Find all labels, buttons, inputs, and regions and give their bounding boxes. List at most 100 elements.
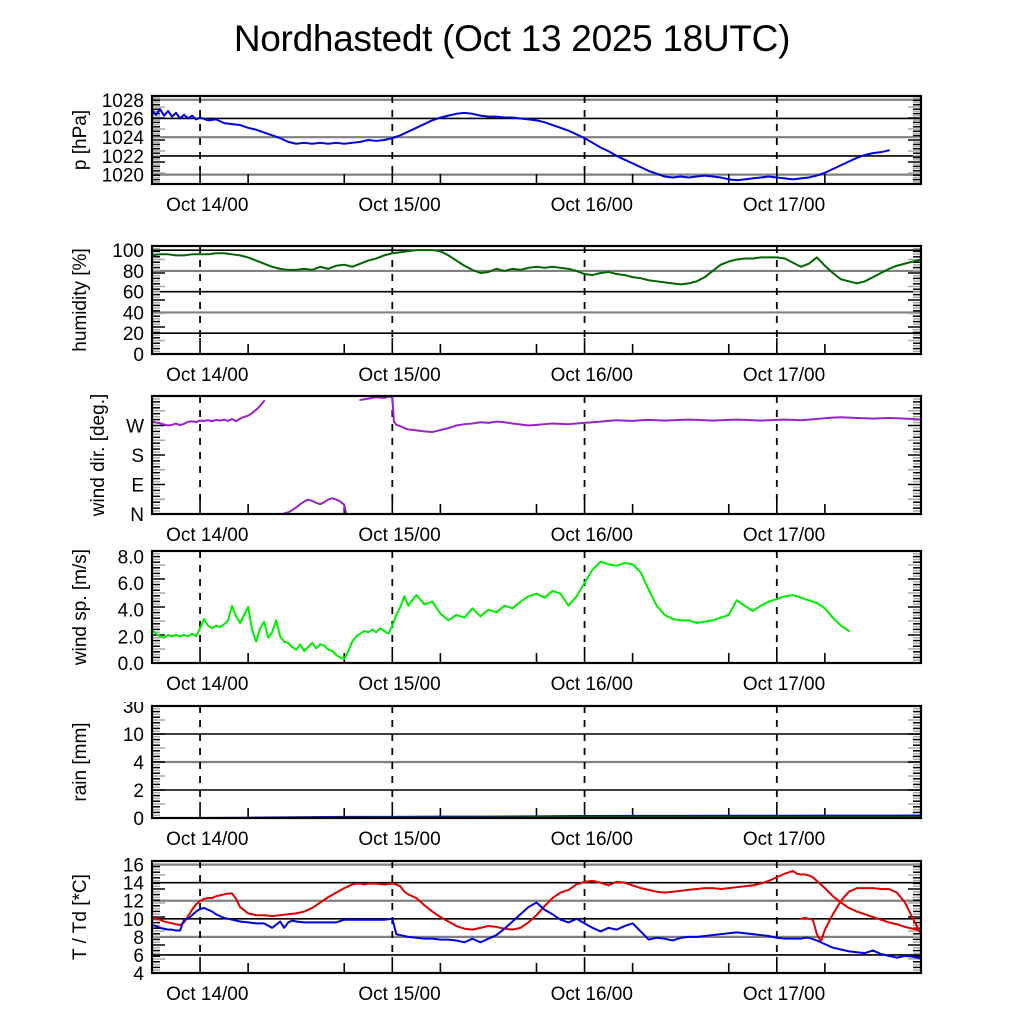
x-tick-label: Oct 15/00 [358,525,440,546]
x-tick-label: Oct 17/00 [743,984,825,1005]
y-tick-label: 0 [133,809,144,830]
y-tick-label: 100 [112,242,144,262]
series-T [151,869,922,932]
y-tick-label: 1028 [102,92,144,112]
series-T-late [799,887,922,943]
x-tick-label: Oct 14/00 [166,525,248,546]
page-title: Nordhastedt (Oct 13 2025 18UTC) [233,18,791,59]
series-Td [151,901,922,960]
y-minor-ticks [152,95,921,185]
x-tick-label: Oct 15/00 [358,195,440,216]
y-tick-label: 1026 [102,109,144,130]
plot-frame [150,244,923,356]
y-tick-label: 1024 [102,128,145,149]
y-axis-label: rain [mm] [70,722,91,801]
series-dir-main-c [359,395,922,434]
y-tick-label: 1020 [102,166,144,187]
y-tick-label: 10 [123,910,144,931]
plot-frame [150,549,923,665]
day-dividers [199,861,826,973]
series-RH [151,249,922,286]
y-axis-label: p [hPa] [70,110,91,170]
y-tick-label: S [131,446,144,467]
y-minor-ticks [152,860,921,974]
y-tick-label: 6.0 [118,574,144,595]
y-tick-label: 0 [133,345,144,366]
y-gridlines [152,863,921,956]
y-tick-label: 30 [123,702,144,718]
x-tick-label: Oct 14/00 [166,829,248,850]
panel-temperature: 4 6 8 10 12 14 16 T / Td [*C] Oct 14/00 Oct 15/00… [0,857,1024,1007]
x-tick-label: Oct 15/00 [358,365,440,386]
y-gridlines [152,98,921,176]
panel-pressure: 1020 1022 1024 1026 1028 p [hPa] Oct 14/00 Oct … [0,92,1024,218]
y-tick-label: 80 [123,262,144,283]
y-tick-label: 6 [133,946,144,967]
y-axis-label: wind dir. [deg.] [88,394,109,518]
y-tick-label: W [126,417,144,438]
x-tick-label: Oct 14/00 [166,674,248,695]
y-tick-label: 40 [123,303,144,324]
x-tick-label: Oct 17/00 [743,674,825,695]
plot-panel-rain: 0 2 4 10 30 rain [mm] Oct 14/00 Oct 15/00 Oct 16… [70,702,923,850]
x-tick-label: Oct 15/00 [358,829,440,850]
y-minor-ticks [152,550,921,664]
x-tick-label: Oct 16/00 [551,525,633,546]
y-tick-label: N [130,505,144,526]
y-tick-label: E [131,476,144,497]
x-tick-label: Oct 17/00 [743,365,825,386]
plot-panel-windspeed: 0.0 2.0 4.0 6.0 8.0 wind sp. [m/s] Oct 14/00 Oc… [70,547,923,695]
series-p [151,108,890,182]
y-tick-label: 0.0 [118,654,144,675]
y-tick-label: 4 [133,964,144,985]
y-tick-label: 4.0 [118,601,144,622]
x-tick-label: Oct 17/00 [743,195,825,216]
x-tick-label: Oct 14/00 [166,365,248,386]
x-tick-label: Oct 16/00 [551,984,633,1005]
x-tick-label: Oct 14/00 [166,195,248,216]
panel-humidity: 0 20 40 60 80 100 humidity [%] Oct 14/00 Oct 15/… [0,242,1024,388]
x-tick-label: Oct 14/00 [166,984,248,1005]
y-tick-label: 8 [133,928,144,949]
y-axis-label: T / Td [*C] [70,874,91,960]
x-tick-label: Oct 16/00 [551,195,633,216]
y-tick-label: 2.0 [118,627,144,648]
y-axis-label: wind sp. [m/s] [70,549,91,666]
panel-rain: 0 2 4 10 30 rain [mm] Oct 14/00 Oct 15/00 Oct 16… [0,702,1024,852]
y-minor-ticks [152,395,921,515]
plot-frame [150,859,923,975]
y-tick-label: 4 [133,753,144,774]
x-tick-label: Oct 16/00 [551,365,633,386]
x-tick-label: Oct 17/00 [743,829,825,850]
y-tick-label: 10 [123,725,144,746]
plot-frame [150,94,923,186]
x-tick-label: Oct 15/00 [358,984,440,1005]
day-dividers [199,551,826,663]
y-tick-label: 8.0 [118,547,144,568]
y-minor-ticks [152,245,921,355]
y-tick-label: 14 [123,874,145,895]
x-tick-label: Oct 16/00 [551,674,633,695]
panel-wind-speed: 0.0 2.0 4.0 6.0 8.0 wind sp. [m/s] Oct 14/00 Oc… [0,547,1024,697]
y-tick-label: 12 [123,892,144,913]
plot-frame [150,704,923,820]
series-dir-main-a [151,399,266,427]
y-gridlines [152,733,921,791]
y-tick-label: 1022 [102,147,144,168]
y-tick-label: 20 [123,324,144,345]
x-tick-label: Oct 17/00 [743,525,825,546]
y-tick-label: 60 [123,283,144,304]
x-tick-label: Oct 15/00 [358,674,440,695]
series-ff [151,560,850,660]
day-dividers [199,246,826,354]
y-tick-label: 2 [133,781,144,802]
y-gridlines [152,249,921,335]
series-dir-wrap-b [283,497,347,515]
x-tick-label: Oct 16/00 [551,829,633,850]
plot-frame [150,394,923,516]
